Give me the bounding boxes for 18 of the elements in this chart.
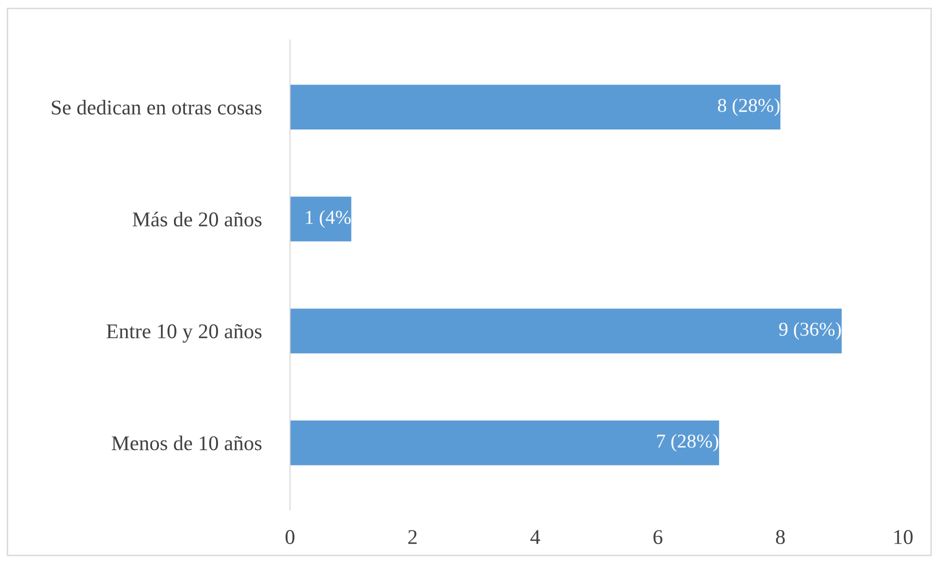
y-tick-label: Menos de 10 años	[112, 436, 262, 450]
bar	[290, 84, 780, 130]
x-tick-label: 4	[530, 530, 540, 544]
data-label: 9 (36%)	[779, 322, 841, 340]
data-label: 8 (28%)	[718, 98, 780, 116]
y-tick-label: Entre 10 y 20 años	[106, 324, 262, 343]
x-tick-label: 2	[408, 530, 417, 544]
x-tick-label: 10	[894, 530, 913, 544]
bar	[290, 308, 842, 354]
data-label: 7 (28%)	[657, 434, 718, 452]
x-tick-label: 0	[286, 530, 294, 544]
x-tick-label: 6	[653, 530, 662, 544]
bar	[290, 196, 352, 242]
bar	[290, 420, 720, 466]
y-tick-label: Se dedican en otras cosas	[52, 100, 262, 115]
data-label: 1 (4%	[306, 210, 351, 228]
x-tick-label: 8	[776, 530, 785, 544]
y-tick-label: Más de 20 años	[132, 212, 262, 226]
